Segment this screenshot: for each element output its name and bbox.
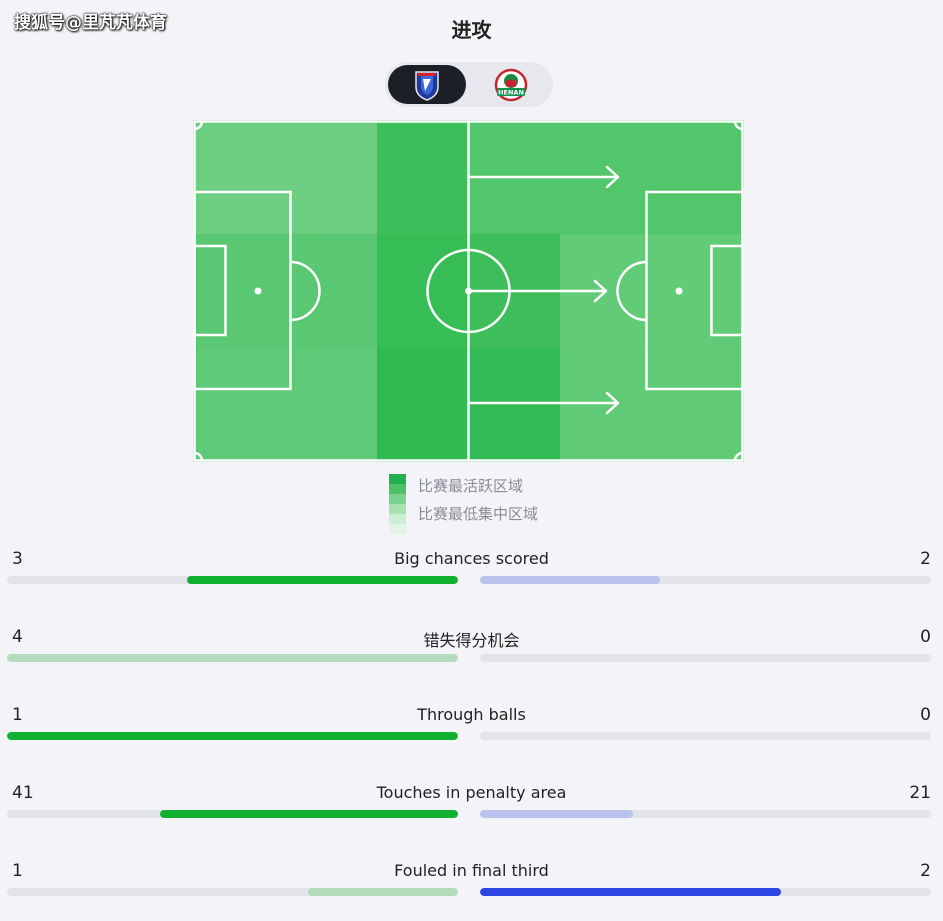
attack-direction-arrows: [468, 165, 620, 415]
stat-row: 1 Fouled in final third 2: [0, 861, 943, 921]
stat-away-value: 0: [920, 705, 931, 725]
stat-away-bar: [480, 576, 931, 584]
attack-arrow-bottom: [468, 391, 620, 415]
pitch-spots: [254, 287, 683, 295]
watermark: 搜狐号@里芃芃体育: [14, 13, 167, 33]
heatmap-cell: [285, 348, 377, 462]
stat-label: Touches in penalty area: [376, 783, 567, 802]
stat-home-bar-fill: [7, 732, 458, 740]
stat-home-bar: [7, 732, 458, 740]
stat-away-value: 2: [920, 861, 931, 881]
stat-home-bar: [7, 888, 458, 896]
heatmap-cell: [285, 234, 377, 348]
stat-home-bar-fill: [187, 576, 458, 584]
stat-away-value: 21: [909, 783, 931, 803]
stat-home-value: 3: [12, 549, 23, 569]
heatmap-cell: [377, 348, 469, 462]
stat-home-bar-fill: [307, 888, 458, 896]
legend-swatch: [389, 514, 406, 524]
stat-label: Big chances scored: [394, 549, 549, 568]
stat-row: 4 错失得分机会 0: [0, 627, 943, 687]
stat-away-bar-fill: [480, 888, 781, 896]
stat-home-bar: [7, 654, 458, 662]
heatmap-cells: [193, 120, 744, 462]
stat-home-value: 1: [12, 705, 23, 725]
stat-away-bar-fill: [480, 576, 661, 584]
stat-away-bar: [480, 888, 931, 896]
legend-color-scale: [389, 474, 406, 534]
stat-label: 错失得分机会: [423, 631, 520, 650]
stat-home-bar: [7, 810, 458, 818]
stat-label: Through balls: [417, 705, 526, 724]
team-tab-home[interactable]: [388, 65, 466, 104]
legend-swatch: [389, 484, 406, 494]
heatmap-cell: [193, 120, 285, 234]
stat-home-value: 1: [12, 861, 23, 881]
attack-arrow-top: [468, 165, 620, 189]
legend-swatch: [389, 494, 406, 504]
stat-home-bar-fill: [159, 810, 458, 818]
legend-swatch: [389, 474, 406, 484]
legend-low-label: 比赛最低集中区域: [418, 505, 539, 523]
section-title: 进攻: [451, 18, 492, 42]
stat-home-value: 41: [12, 783, 34, 803]
stat-home-bar-fill: [7, 654, 458, 662]
stat-row: 3 Big chances scored 2: [0, 549, 943, 609]
heatmap-cell: [560, 348, 744, 462]
heatmap-cell: [469, 348, 560, 462]
team-toggle: HENAN: [385, 62, 553, 107]
stat-home-bar: [7, 576, 458, 584]
heatmap-cell: [193, 348, 285, 462]
stat-away-bar-fill: [480, 810, 633, 818]
attack-heatmap-pitch: [193, 120, 744, 462]
henan-crest-label: HENAN: [498, 88, 524, 96]
stat-row: 41 Touches in penalty area 21: [0, 783, 943, 843]
pitch-lines: [193, 120, 744, 462]
legend-swatch: [389, 504, 406, 514]
attack-arrow-middle: [468, 279, 608, 303]
heatmap-cell: [377, 120, 469, 234]
henan-crest-icon: HENAN: [494, 68, 528, 101]
stat-away-bar: [480, 810, 931, 818]
stat-label: Fouled in final third: [394, 861, 549, 880]
shanghai-shenhua-crest-icon: [415, 70, 439, 101]
stat-away-bar: [480, 732, 931, 740]
stat-home-value: 4: [12, 627, 23, 647]
stat-away-bar: [480, 654, 931, 662]
heatmap-cell: [285, 120, 377, 234]
legend-high-label: 比赛最活跃区域: [418, 477, 524, 495]
stat-away-value: 2: [920, 549, 931, 569]
stat-away-value: 0: [920, 627, 931, 647]
legend-swatch: [389, 524, 406, 534]
team-tab-away[interactable]: HENAN: [472, 65, 550, 104]
stat-row: 1 Through balls 0: [0, 705, 943, 765]
heatmap-cell: [193, 234, 285, 348]
